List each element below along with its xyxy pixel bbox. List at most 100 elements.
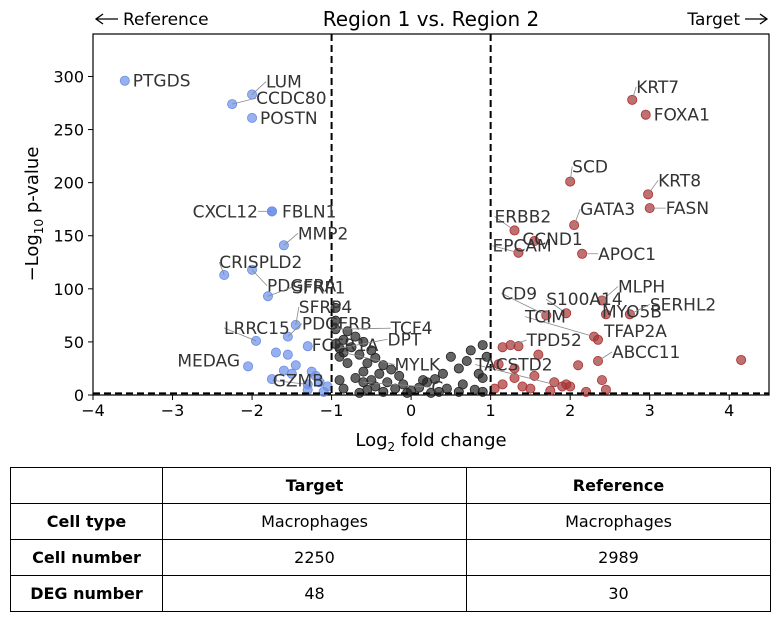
- table-row: Cell type Macrophages Macrophages: [10, 503, 771, 540]
- label-leader-line: [492, 245, 519, 254]
- label-leader-line: [295, 306, 300, 325]
- data-point-down: [302, 341, 313, 352]
- target-cell: Macrophages: [162, 503, 467, 540]
- data-point-up: [529, 236, 540, 247]
- data-point-ns: [398, 379, 409, 390]
- data-point-down: [278, 365, 289, 376]
- gene-label: SFRP1: [292, 278, 345, 298]
- label-leader-line: [524, 316, 595, 337]
- y-tick-label: 150: [53, 227, 84, 246]
- label-leader-line: [339, 338, 388, 349]
- data-point-up: [509, 373, 520, 384]
- gene-label: TACSTD2: [474, 356, 552, 376]
- gene-label: MLPH: [618, 278, 665, 298]
- data-point-up: [736, 354, 747, 365]
- data-point-ns: [338, 334, 349, 345]
- x-tick-label: 1: [486, 401, 496, 420]
- data-point-up: [549, 377, 560, 388]
- target-column-header: Target: [162, 467, 467, 504]
- label-leader-line: [218, 261, 225, 276]
- axes: −4 −3 −2 −1 0 1 2 3 4 0 50 100 150 200 250 300: [53, 67, 734, 420]
- label-leader-line: [335, 327, 391, 330]
- data-point-ns: [382, 377, 393, 388]
- data-point-down: [247, 112, 258, 123]
- data-point-up: [497, 379, 508, 390]
- label-leader-line: [343, 352, 395, 365]
- label-leader-line: [573, 208, 581, 226]
- reference-label: Reference: [123, 10, 209, 30]
- y-tick-label: 300: [53, 67, 84, 86]
- data-point-ns: [378, 360, 389, 371]
- data-point-ns: [358, 366, 369, 377]
- data-point-ns: [342, 358, 353, 369]
- x-tick-label: −2: [240, 401, 264, 420]
- gene-label: FCER1A: [312, 336, 379, 356]
- label-leader-line: [223, 327, 257, 342]
- data-point-up: [593, 334, 604, 345]
- data-point-ns: [370, 352, 381, 363]
- data-point-down: [310, 370, 321, 381]
- gene-label: PTGDS: [133, 72, 191, 92]
- gene-label: TFAP2A: [603, 322, 667, 342]
- gene-label: CCND1: [522, 230, 582, 250]
- data-point-up: [573, 360, 584, 371]
- data-point-down: [243, 361, 254, 372]
- y-tick-label: 200: [53, 174, 84, 193]
- gene-label: C: [431, 378, 443, 398]
- x-tick-label: 4: [724, 401, 734, 420]
- gene-label: LUM: [266, 73, 302, 93]
- data-point-ns: [461, 356, 472, 367]
- x-tick-label: 3: [645, 401, 655, 420]
- gene-label: MEDAG: [177, 351, 240, 371]
- x-tick-label: 0: [406, 401, 416, 420]
- label-leader-line: [629, 303, 651, 315]
- label-leader-line: [287, 323, 303, 337]
- data-point-ns: [437, 368, 448, 379]
- data-point-up: [529, 370, 540, 381]
- data-point-up: [533, 349, 544, 360]
- data-point-up: [640, 109, 651, 120]
- data-point-down: [290, 360, 301, 371]
- gene-label: MYO5B: [602, 302, 662, 322]
- gene-label: EPCAM: [492, 237, 551, 257]
- data-point-up: [600, 309, 611, 320]
- x-tick-label: −4: [81, 401, 105, 420]
- y-tick-label: 250: [53, 121, 84, 140]
- label-leader-line: [494, 216, 515, 231]
- y-tick-label: 100: [53, 280, 84, 299]
- reference-indicator: Reference: [94, 10, 209, 30]
- gene-label: SFRP4: [299, 298, 352, 318]
- label-leader-line: [232, 97, 257, 105]
- data-point-ns: [338, 383, 349, 394]
- data-point-ns: [362, 358, 373, 369]
- threshold-lines: [93, 34, 769, 395]
- gene-label: APOC1: [598, 245, 656, 265]
- gene-label: CCDC80: [256, 89, 326, 109]
- gene-label: KRT8: [658, 171, 701, 191]
- table-header-row: Target Reference: [10, 467, 771, 504]
- label-leader-line: [251, 81, 267, 95]
- table-row: Cell number 2250 2989: [10, 539, 771, 576]
- gene-label: POSTN: [260, 109, 318, 129]
- gene-label: GATA3: [580, 200, 635, 220]
- row-label: Cell number: [10, 539, 163, 576]
- row-label: Cell type: [10, 503, 163, 540]
- data-point-down: [282, 349, 293, 360]
- label-leader-line: [251, 269, 268, 286]
- gene-label: MMP2: [298, 224, 348, 244]
- data-point-ns: [477, 386, 488, 397]
- gene-label: ABCC11: [612, 343, 680, 363]
- data-point-ns: [394, 370, 405, 381]
- data-point-up: [581, 386, 592, 397]
- gene-label: SERHL2: [650, 295, 716, 315]
- gene-label: CXCL12: [193, 202, 258, 222]
- target-cell: 2250: [162, 539, 467, 576]
- x-tick-label: 2: [565, 401, 575, 420]
- data-point-ns: [453, 363, 464, 374]
- reference-cell: Macrophages: [466, 503, 771, 540]
- gene-label: PDGFRA: [267, 277, 336, 297]
- data-point-ns: [370, 381, 381, 392]
- gene-label: GZMB: [273, 371, 324, 391]
- summary-table: Target Reference Cell type Macrophages M…: [10, 467, 771, 612]
- target-label: Target: [686, 10, 740, 30]
